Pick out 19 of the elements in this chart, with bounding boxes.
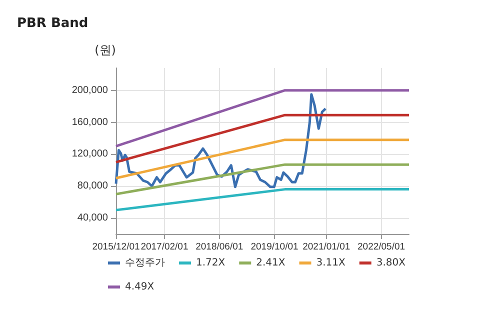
- legend-label: 1.72X: [196, 258, 226, 268]
- y-tick-label: 200,000: [72, 84, 108, 96]
- y-tick-label: 120,000: [72, 148, 108, 160]
- legend-label: 3.80X: [376, 258, 406, 268]
- x-tick-label: 2018/06/01: [196, 242, 244, 252]
- y-tick-label: 160,000: [72, 116, 108, 128]
- x-tick-label: 2019/10/01: [250, 242, 298, 252]
- x-tick-label: 2022/05/01: [357, 242, 406, 252]
- x-tick-label: 2021/01/01: [302, 242, 350, 252]
- x-tick-label: 2017/02/01: [140, 242, 188, 252]
- legend-label: 3.11X: [316, 258, 346, 268]
- chart-title: PBR Band: [17, 16, 88, 31]
- y-axis-title: (원): [94, 43, 116, 57]
- legend-label: 2.41X: [256, 258, 286, 268]
- x-tick-label: 2015/12/01: [92, 242, 140, 252]
- y-tick-label: 80,000: [77, 180, 108, 192]
- legend-label: 수정주가: [125, 258, 165, 268]
- legend-label: 4.49X: [125, 282, 154, 292]
- y-tick-label: 40,000: [77, 212, 108, 224]
